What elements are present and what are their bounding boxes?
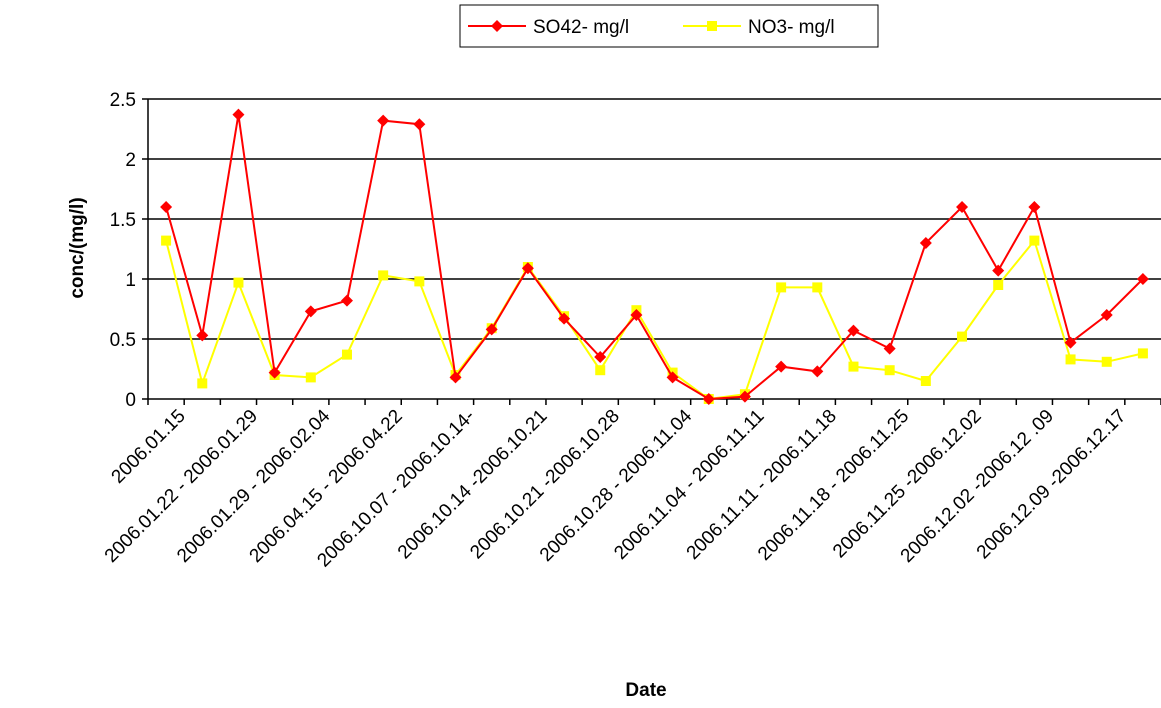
data-point	[341, 349, 352, 360]
y-tick-labels: 0 0.5 1 1.5 2 2.5	[110, 90, 136, 411]
data-point	[485, 323, 498, 336]
data-point	[521, 262, 534, 275]
data-point	[920, 376, 931, 386]
data-point	[378, 270, 389, 281]
data-point	[196, 329, 209, 342]
legend-item-so4: SO42- mg/l	[468, 17, 629, 38]
data-point	[847, 324, 860, 337]
legend-label-no3: NO3- mg/l	[748, 17, 835, 38]
data-point	[1137, 348, 1148, 359]
data-point	[413, 118, 426, 131]
legend-marker-so4	[491, 20, 503, 32]
data-point	[1100, 309, 1113, 321]
data-point	[956, 201, 969, 213]
y-tick-label: 2.5	[110, 90, 136, 111]
y-tick-label: 1.5	[110, 210, 136, 231]
x-tick-label: 2006.11.18 - 2006.11.25	[754, 406, 913, 565]
legend-box	[459, 4, 879, 48]
y-tick-label: 1	[125, 270, 136, 291]
legend-label-so4: SO42- mg/l	[533, 17, 629, 38]
data-point	[957, 331, 968, 342]
y-tick-label: 2	[125, 150, 136, 171]
data-point	[883, 342, 896, 355]
data-point	[414, 276, 425, 287]
data-point	[992, 264, 1005, 277]
data-point	[1029, 235, 1040, 246]
axes	[142, 98, 1161, 405]
data-point	[160, 201, 173, 213]
data-point	[449, 371, 462, 384]
gridlines	[148, 98, 1161, 340]
data-point	[558, 312, 571, 325]
series-layer	[160, 108, 1149, 405]
data-point	[666, 371, 679, 384]
y-tick-label: 0.5	[110, 330, 136, 351]
data-point	[232, 108, 245, 121]
data-point	[1064, 336, 1077, 349]
data-point	[919, 237, 932, 249]
data-point	[884, 365, 895, 376]
series-1	[161, 235, 1148, 404]
data-point	[1028, 201, 1041, 213]
data-point	[993, 280, 1004, 290]
data-point	[848, 361, 859, 372]
data-point	[811, 365, 824, 378]
data-point	[233, 277, 244, 288]
legend-marker-no3	[707, 21, 717, 31]
x-axis-title: Date	[625, 680, 666, 701]
x-tick-label: 2006.11.11 - 2006.11.18	[683, 406, 841, 564]
data-point	[340, 294, 353, 307]
x-tick-label: 2006.10.14 -2006.10.21	[394, 406, 552, 564]
data-point	[738, 390, 751, 403]
data-point	[702, 393, 715, 405]
data-point	[377, 114, 390, 127]
data-point	[161, 235, 172, 246]
series-0	[160, 108, 1149, 405]
y-axis-title: conc/(mg/l)	[67, 197, 88, 298]
x-tick-label: 2006.11.04 - 2006.11.11	[610, 406, 768, 564]
data-point	[630, 309, 643, 321]
x-tick-label: 2006.10.21 -2006.10.28	[466, 406, 624, 564]
series-line	[165, 114, 1144, 401]
data-point	[1065, 354, 1076, 365]
data-point	[595, 365, 606, 376]
data-point	[776, 282, 787, 293]
data-point	[594, 351, 607, 363]
data-point	[1101, 356, 1112, 367]
x-tick-label: 2006.11.25 -2006.12.02	[829, 406, 986, 563]
x-tick-label: 2006.12.09 -2006.12.17	[973, 406, 1131, 564]
data-point	[197, 378, 208, 389]
series-line	[165, 238, 1144, 401]
data-point	[268, 366, 281, 379]
data-point	[775, 360, 788, 373]
data-point	[1136, 273, 1149, 285]
legend-item-no3: NO3- mg/l	[683, 17, 835, 38]
data-point	[812, 282, 823, 293]
y-tick-label: 0	[125, 390, 136, 411]
data-point	[304, 305, 317, 318]
data-point	[305, 372, 316, 383]
legend: SO42- mg/l NO3- mg/l	[459, 4, 879, 48]
